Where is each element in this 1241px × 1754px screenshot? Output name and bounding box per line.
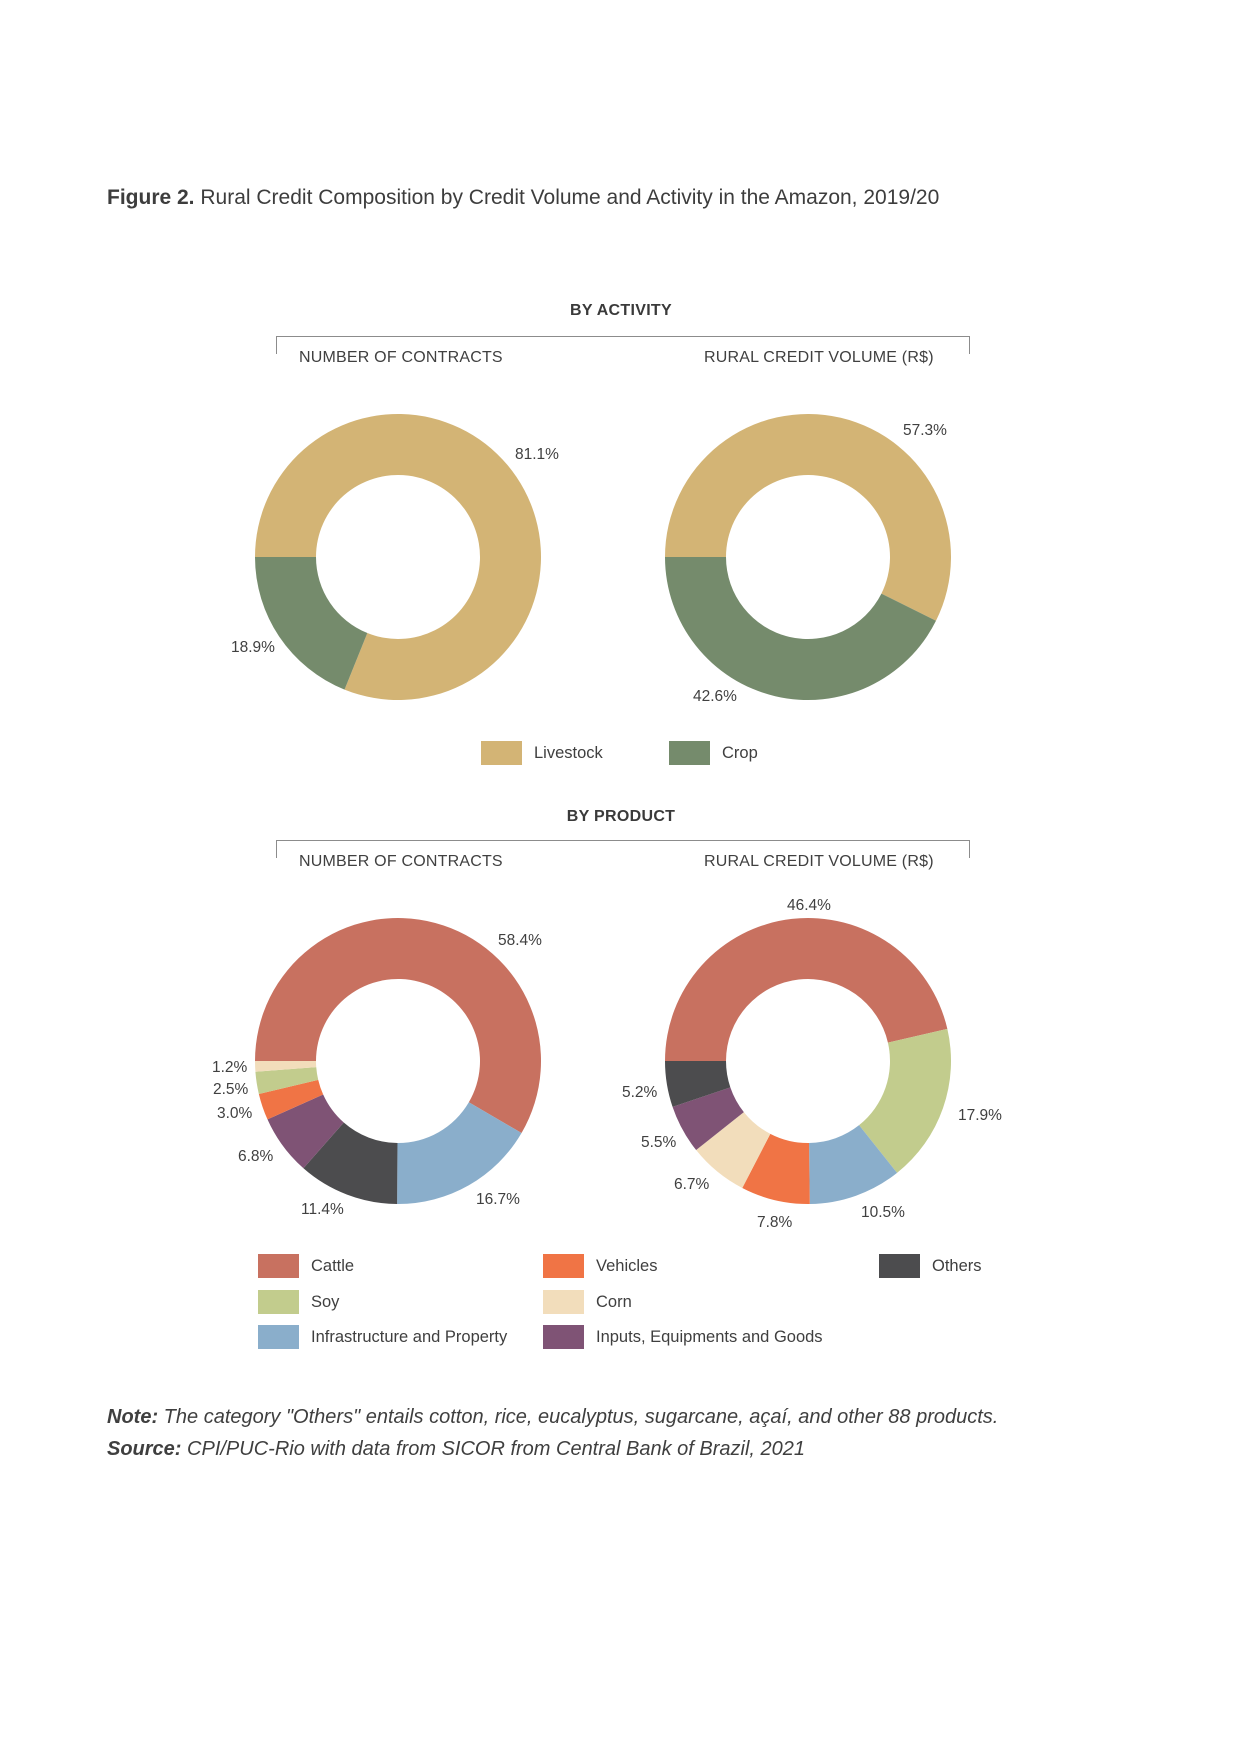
figure-label: Figure 2. [107,186,195,209]
legend-item-vehicles: Vehicles [543,1254,657,1278]
legend-label-cattle: Cattle [311,1256,355,1275]
donut-activity-contracts [255,414,541,700]
label-product-contracts-infrastructure: 16.7% [476,1191,520,1208]
legend-item-infrastructure: Infrastructure and Property [258,1325,507,1349]
label-product-contracts-corn: 1.2% [212,1059,248,1076]
bracket-activity [276,336,970,354]
slice-corn [255,1061,317,1072]
legend-swatch-livestock [481,741,522,765]
label-product-volume-corn: 6.7% [674,1176,710,1193]
slice-crop [665,557,936,700]
slice-others [665,1061,731,1107]
label-product-contracts-vehicles: 3.0% [217,1105,253,1122]
legend-item-inputs: Inputs, Equipments and Goods [543,1325,823,1349]
col-label-activity-volume: RURAL CREDIT VOLUME (R$) [704,349,934,366]
slice-inputs-equipments-and-goods [267,1094,344,1169]
label-activity-volume-crop: 42.6% [693,688,737,705]
label-product-volume-soy: 17.9% [958,1107,1002,1124]
figure-title-text: Rural Credit Composition by Credit Volum… [200,186,940,209]
label-product-contracts-soy: 2.5% [213,1081,249,1098]
legend-item-soy: Soy [258,1290,339,1314]
slice-soy [255,1067,319,1094]
slice-cattle [255,917,541,1134]
slice-vehicles [258,1079,324,1120]
legend-label-soy: Soy [311,1292,340,1311]
slice-inputs-equipments-and-goods [672,1087,744,1151]
slice-vehicles [742,1133,810,1204]
figure-title: Figure 2. Rural Credit Composition by Cr… [107,186,939,210]
slice-cattle [665,918,948,1061]
legend-label-inputs: Inputs, Equipments and Goods [596,1327,823,1346]
source-line: Source: CPI/PUC-Rio with data from SICOR… [107,1438,805,1461]
label-activity-volume-livestock: 57.3% [903,422,947,439]
label-product-volume-others: 5.2% [622,1084,658,1101]
donut-product-volume [665,918,951,1204]
legend-label-vehicles: Vehicles [596,1256,658,1275]
label-product-volume-vehicles: 7.8% [757,1214,793,1231]
donut-product-contracts [255,917,541,1204]
legend-swatch-corn [543,1290,584,1314]
legend-swatch-inputs [543,1325,584,1349]
section-title-product: BY PRODUCT [566,808,676,825]
label-activity-contracts-crop: 18.9% [231,639,275,656]
label-product-contracts-others: 11.4% [301,1201,344,1218]
slice-soy [859,1028,951,1173]
legend-item-others: Others [879,1254,982,1278]
note-line: Note: The category "Others" entails cott… [107,1406,998,1429]
legend-item-livestock: Livestock [481,741,603,765]
donut-activity-volume [665,414,951,700]
legend-item-cattle: Cattle [258,1254,354,1278]
slice-crop [255,557,368,690]
legend-swatch-cattle [258,1254,299,1278]
note-text: The category "Others" entails cotton, ri… [163,1406,999,1428]
section-title-activity: BY ACTIVITY [570,302,672,319]
note-label: Note: [107,1406,159,1428]
legend-swatch-soy [258,1290,299,1314]
legend-swatch-others [879,1254,920,1278]
label-activity-contracts-livestock: 81.1% [515,446,559,463]
legend-label-corn: Corn [596,1292,632,1311]
slice-corn [696,1112,771,1189]
legend-label-crop: Crop [722,743,758,762]
bracket-product [276,840,970,858]
legend-label-livestock: Livestock [534,743,603,762]
legend-swatch-infrastructure [258,1325,299,1349]
label-product-volume-cattle: 46.4% [787,897,831,914]
slice-livestock [665,414,951,621]
legend-label-others: Others [932,1256,982,1275]
slice-others [303,1122,398,1204]
legend-item-crop: Crop [669,741,758,765]
legend-item-corn: Corn [543,1290,632,1314]
col-label-product-contracts: NUMBER OF CONTRACTS [299,853,503,870]
col-label-product-volume: RURAL CREDIT VOLUME (R$) [704,853,934,870]
legend-label-infrastructure: Infrastructure and Property [311,1327,508,1346]
slice-infrastructure-and-property [809,1125,898,1204]
label-product-volume-inputs: 5.5% [641,1134,677,1151]
label-product-contracts-cattle: 58.4% [498,932,542,949]
label-product-volume-infrastructure: 10.5% [861,1204,905,1221]
label-product-contracts-inputs: 6.8% [238,1148,274,1165]
legend-swatch-vehicles [543,1254,584,1278]
slice-infrastructure-and-property [397,1102,522,1204]
source-label: Source: [107,1438,182,1460]
legend-swatch-crop [669,741,710,765]
col-label-activity-contracts: NUMBER OF CONTRACTS [299,349,503,366]
slice-livestock [255,414,541,700]
source-text: CPI/PUC-Rio with data from SICOR from Ce… [187,1438,806,1460]
